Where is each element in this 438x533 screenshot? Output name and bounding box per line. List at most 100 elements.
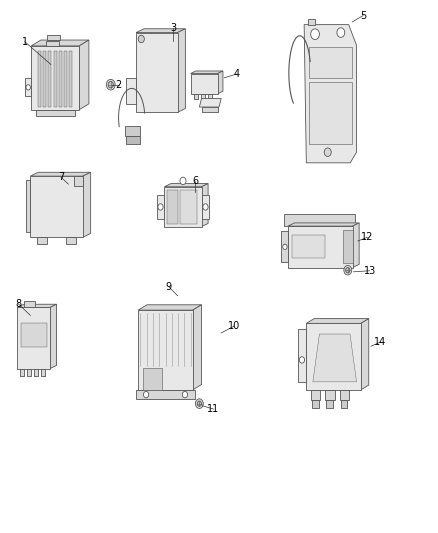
Bar [138, 310, 193, 390]
Bar [341, 400, 347, 408]
Polygon shape [297, 329, 306, 382]
Circle shape [138, 35, 145, 43]
Bar [202, 107, 218, 112]
Polygon shape [177, 29, 185, 112]
Bar [37, 237, 46, 244]
Text: 6: 6 [192, 176, 198, 187]
Circle shape [182, 391, 187, 398]
Circle shape [197, 401, 201, 406]
Polygon shape [136, 29, 185, 33]
Circle shape [337, 28, 345, 37]
Polygon shape [191, 71, 223, 74]
Bar [74, 176, 83, 185]
Polygon shape [282, 231, 288, 262]
Bar [306, 324, 361, 390]
Polygon shape [193, 305, 201, 390]
Bar [66, 237, 76, 244]
Bar [326, 400, 333, 408]
Circle shape [144, 391, 149, 398]
Bar [191, 74, 218, 94]
Polygon shape [201, 183, 208, 227]
Polygon shape [83, 172, 91, 237]
Bar [284, 214, 355, 226]
Circle shape [344, 265, 352, 275]
Bar [64, 51, 67, 107]
Text: 5: 5 [360, 11, 366, 21]
Bar [164, 187, 201, 227]
Polygon shape [201, 195, 209, 219]
Polygon shape [353, 223, 359, 268]
Bar [46, 35, 60, 40]
Bar [180, 190, 197, 224]
Bar [343, 230, 353, 263]
Polygon shape [218, 71, 223, 94]
Circle shape [283, 244, 287, 249]
Circle shape [158, 204, 163, 210]
Bar [309, 82, 352, 144]
Text: 12: 12 [361, 232, 374, 243]
Circle shape [195, 399, 203, 408]
Polygon shape [50, 304, 57, 368]
Bar [201, 94, 205, 99]
Text: 7: 7 [58, 172, 64, 182]
Polygon shape [313, 334, 357, 382]
Polygon shape [17, 304, 57, 308]
Bar [48, 51, 51, 107]
Bar [35, 110, 75, 116]
Bar [292, 235, 325, 258]
Text: 3: 3 [170, 23, 176, 34]
Polygon shape [26, 180, 30, 232]
Polygon shape [138, 305, 201, 310]
Bar [53, 51, 57, 107]
Polygon shape [79, 40, 89, 110]
Bar [166, 190, 177, 224]
Bar [311, 390, 320, 400]
Bar [208, 94, 212, 99]
Bar [59, 51, 62, 107]
Bar [127, 136, 140, 144]
Bar [143, 368, 162, 390]
Circle shape [180, 177, 186, 184]
Bar [27, 368, 31, 376]
Bar [136, 33, 177, 112]
Bar [41, 368, 45, 376]
Bar [312, 400, 318, 408]
Bar [194, 94, 198, 99]
Bar [38, 51, 41, 107]
Bar [288, 226, 353, 268]
Circle shape [346, 268, 350, 273]
Circle shape [299, 357, 304, 363]
Circle shape [311, 29, 319, 39]
Text: 2: 2 [116, 80, 122, 90]
Polygon shape [304, 25, 357, 163]
Bar [69, 51, 72, 107]
Bar [17, 308, 50, 368]
Polygon shape [164, 183, 208, 187]
Polygon shape [361, 319, 369, 390]
Circle shape [26, 85, 30, 90]
Polygon shape [306, 319, 369, 324]
Polygon shape [30, 172, 91, 176]
Bar [34, 368, 38, 376]
Bar [309, 47, 352, 78]
Text: 4: 4 [233, 69, 240, 79]
Bar [43, 51, 46, 107]
Bar [46, 41, 59, 46]
Polygon shape [127, 78, 136, 104]
Circle shape [203, 204, 208, 210]
Text: 8: 8 [15, 298, 21, 309]
Circle shape [106, 79, 115, 90]
Bar [136, 390, 195, 399]
Bar [325, 390, 335, 400]
Polygon shape [31, 40, 89, 46]
Polygon shape [288, 223, 359, 226]
Bar [20, 368, 24, 376]
Polygon shape [199, 99, 221, 107]
Text: 9: 9 [166, 282, 172, 292]
Text: 14: 14 [374, 337, 387, 347]
Text: 10: 10 [228, 321, 240, 331]
Polygon shape [25, 78, 31, 96]
Bar [31, 46, 79, 110]
Circle shape [324, 148, 331, 157]
Bar [339, 390, 349, 400]
